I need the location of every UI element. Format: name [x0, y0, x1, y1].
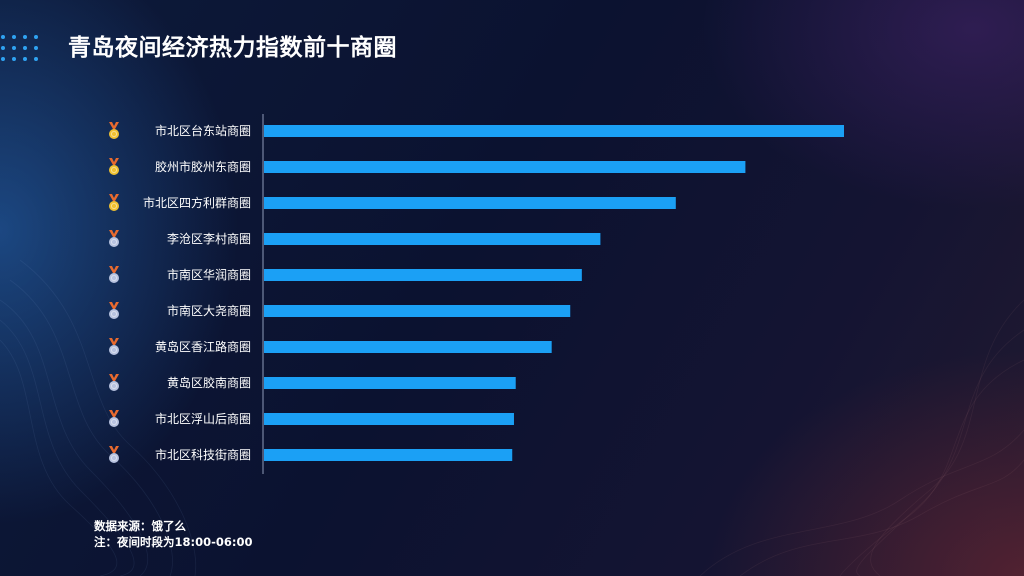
footnote: 数据来源：饿了么 注：夜间时段为18:00-06:00 — [94, 518, 252, 550]
chart-row: 市北区台东站商圈 — [109, 122, 844, 139]
bar — [264, 413, 514, 425]
silver-medal-icon — [109, 374, 119, 391]
chart-row: 市南区大尧商圈 — [109, 302, 571, 319]
category-label: 市北区浮山后商圈 — [155, 411, 251, 426]
chart-row: 市北区浮山后商圈 — [109, 410, 514, 427]
chart-row: 黄岛区胶南商圈 — [109, 374, 516, 391]
gold-medal-icon — [109, 158, 119, 175]
category-label: 市南区华润商圈 — [167, 267, 251, 282]
category-label: 市南区大尧商圈 — [167, 303, 251, 318]
gold-medal-icon — [109, 194, 119, 211]
category-label: 李沧区李村商圈 — [167, 231, 251, 246]
category-label: 市北区台东站商圈 — [155, 123, 251, 138]
dots-decoration-icon — [1, 35, 38, 61]
silver-medal-icon — [109, 338, 119, 355]
bar — [264, 125, 844, 137]
page-title: 青岛夜间经济热力指数前十商圈 — [68, 35, 397, 61]
chart-row: 市北区四方利群商圈 — [109, 194, 676, 211]
chart-row: 市北区科技街商圈 — [109, 446, 513, 463]
chart-row: 黄岛区香江路商圈 — [109, 338, 552, 355]
bar — [264, 305, 571, 317]
bar — [264, 377, 516, 389]
chart-row: 市南区华润商圈 — [109, 266, 582, 283]
chart-row: 胶州市胶州东商圈 — [109, 158, 746, 175]
chart-row: 李沧区李村商圈 — [109, 230, 601, 247]
note-text: 注：夜间时段为18:00-06:00 — [94, 535, 253, 549]
gold-medal-icon — [109, 122, 119, 139]
bar — [264, 449, 513, 461]
category-label: 黄岛区胶南商圈 — [167, 375, 251, 390]
bar — [264, 161, 746, 173]
data-source-text: 数据来源：饿了么 — [94, 519, 186, 533]
category-label: 胶州市胶州东商圈 — [155, 159, 251, 174]
bar — [264, 341, 552, 353]
silver-medal-icon — [109, 230, 119, 247]
category-label: 市北区科技街商圈 — [155, 447, 251, 462]
bar — [264, 197, 676, 209]
category-label: 黄岛区香江路商圈 — [155, 339, 251, 354]
silver-medal-icon — [109, 446, 119, 463]
silver-medal-icon — [109, 410, 119, 427]
silver-medal-icon — [109, 302, 119, 319]
bar — [264, 269, 582, 281]
silver-medal-icon — [109, 266, 119, 283]
bar — [264, 233, 601, 245]
category-label: 市北区四方利群商圈 — [143, 195, 251, 210]
